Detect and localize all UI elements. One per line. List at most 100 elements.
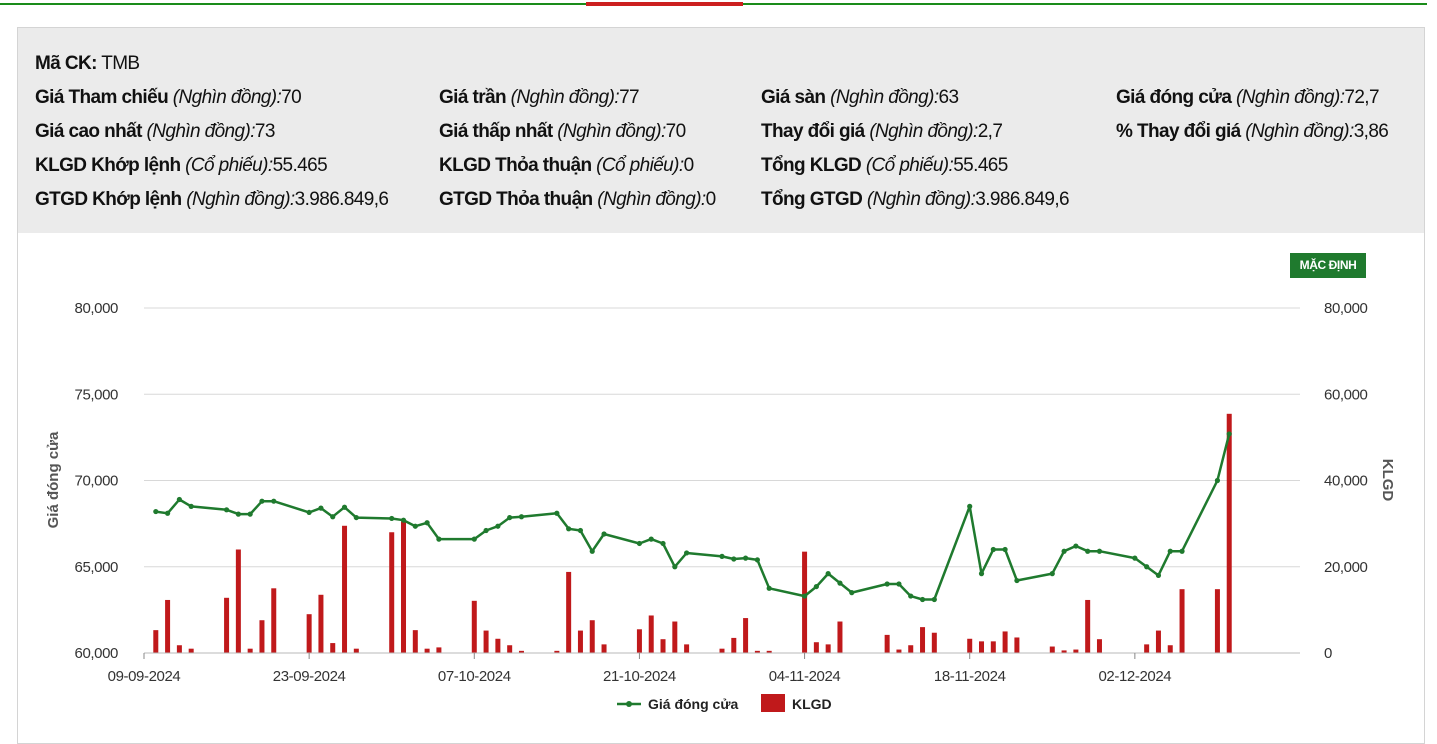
stock-stat-value: 55.465 [272,155,328,176]
volume-bar [424,648,430,653]
x-tick-label: 07-10-2024 [438,668,511,685]
y-tick-label: 75,000 [75,386,119,403]
price-point [719,553,725,560]
price-point [223,507,230,513]
reset-default-button[interactable]: MẶC ĐỊNH [1290,253,1366,278]
stock-stat: Giá thấp nhất (Nghìn đồng):70 [439,121,686,143]
stock-stat-unit: (Nghìn đồng): [864,121,978,142]
price-point [766,585,772,591]
volume-bar [636,629,642,653]
price-point [389,515,395,522]
price-point [259,498,265,504]
volume-bar [235,549,241,653]
price-point [908,593,914,599]
volume-bar [554,650,560,653]
stock-stat-label: Giá Tham chiếu [35,87,169,108]
stock-stat-value: 0 [705,189,717,210]
price-point [1085,548,1091,554]
volume-bar [813,642,819,653]
volume-bar [743,618,749,653]
price-point [1132,555,1138,561]
stock-stat: Giá sàn (Nghìn đồng):63 [761,87,959,109]
stock-stat-value: 73 [254,121,276,142]
price-point [660,540,666,547]
stock-stat-label: GTGD Thỏa thuận [439,189,593,210]
price-point [801,593,808,599]
stock-stat-unit: (Cổ phiếu): [591,155,684,176]
price-point [495,523,501,529]
stock-stat: KLGD Khớp lệnh (Cổ phiếu):55.465 [35,155,328,177]
stock-stat: KLGD Thỏa thuận (Cổ phiếu):0 [439,155,694,177]
y-tick-label: 65,000 [75,559,119,576]
volume-bar [754,650,760,653]
volume-bar [495,638,501,653]
price-point [330,514,336,520]
stock-stat-label: Giá cao nhất [35,121,142,142]
y-tick-label: 60,000 [75,645,119,662]
price-point [1226,431,1232,437]
price-point [164,510,171,516]
volume-bars [153,413,1232,653]
stock-info-row: KLGD Khớp lệnh (Cổ phiếu):55.465 KLGD Thỏ… [18,155,1424,185]
price-point [884,581,890,587]
volume-bar [1061,650,1067,653]
price-point [188,503,194,509]
stock-stat-label: GTGD Khớp lệnh [35,189,182,210]
price-point [554,510,560,516]
stock-code: Mã CK: TMB [35,53,140,74]
volume-bar [990,641,996,653]
volume-bar [1073,649,1079,653]
volume-bar [401,521,407,653]
volume-bar [967,638,973,653]
stock-stat-value: 2,7 [977,121,1003,142]
stock-stat-label: KLGD Khớp lệnh [35,155,181,176]
stock-stat: % Thay đổi giá (Nghìn đồng):3,86 [1116,121,1389,143]
price-point [471,536,477,542]
stock-stat: Thay đổi giá (Nghìn đồng):2,7 [761,121,1003,143]
stock-stat-unit: (Nghìn đồng): [181,189,295,210]
stock-stat: Giá trần (Nghìn đồng):77 [439,87,640,109]
price-point [318,505,324,511]
price-point [424,520,430,526]
price-point [176,496,182,503]
stock-info-row: Giá Tham chiếu (Nghìn đồng):70 Giá trần (… [18,87,1424,117]
price-point [566,526,572,532]
stock-stat-unit: (Cổ phiếu): [861,155,954,176]
axes: 60,000 0 65,000 20,000 70,000 40,000 75,000 60,… [45,300,1396,685]
volume-bar [318,594,324,653]
price-point [400,517,407,523]
price-point [518,514,525,520]
volume-bar [188,648,194,653]
price-point [1144,564,1150,570]
price-point [978,571,985,577]
price-point [412,523,418,529]
stock-stat-unit: (Nghìn đồng): [862,189,976,210]
price-point [153,508,159,515]
stock-stat: Tổng GTGD (Nghìn đồng):3.986.849,6 [761,189,1070,211]
volume-bar [1226,413,1232,653]
volume-bar [802,551,808,653]
stock-chart-panel: Mã CK: TMB Giá Tham chiếu (Nghìn đồng):7… [17,27,1425,744]
stock-stat-label: Tổng KLGD [761,155,862,176]
price-point [235,511,241,517]
price-point [931,596,937,603]
x-tick-label: 04-11-2024 [769,668,841,685]
stock-stat-label: % Thay đổi giá [1116,121,1241,142]
volume-bar [719,648,725,653]
stock-stat: Giá Tham chiếu (Nghìn đồng):70 [35,87,302,109]
y2-axis-title: KLGD [1379,459,1396,502]
stock-stat-unit: (Cổ phiếu): [180,155,273,176]
volume-bar [601,644,607,653]
volume-bar [825,644,831,653]
stock-stat: Tổng KLGD (Cổ phiếu):55.465 [761,155,1008,177]
legend-bar-swatch [761,694,785,712]
volume-bar [837,621,843,653]
stock-stat: Giá cao nhất (Nghìn đồng):73 [35,121,275,143]
price-point [825,571,831,577]
stock-stat-label: Thay đổi giá [761,121,865,142]
y2-tick-label: 40,000 [1324,473,1368,490]
volume-bar [436,647,442,653]
legend-label-price: Giá đóng cửa [648,696,738,712]
volume-bar [330,643,336,653]
stock-stat-label: KLGD Thỏa thuận [439,155,592,176]
